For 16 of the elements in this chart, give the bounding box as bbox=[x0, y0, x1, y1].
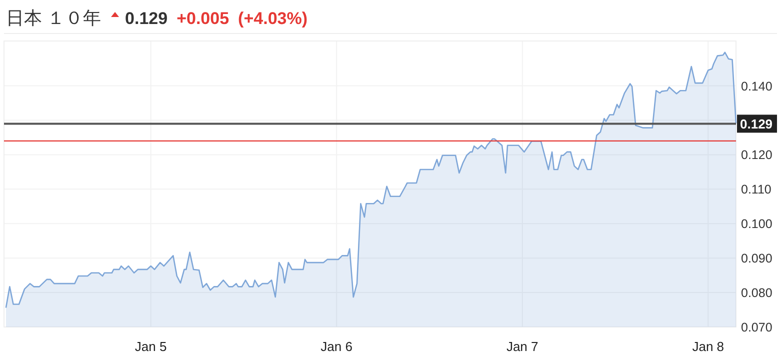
text: 0.129 bbox=[125, 9, 168, 28]
chart-title: 日本 １０年 bbox=[6, 8, 102, 28]
y-tick-label: 0.070 bbox=[741, 320, 772, 334]
y-tick-label: 0.080 bbox=[741, 286, 772, 300]
y-tick-label: 0.100 bbox=[741, 217, 772, 232]
text: (+4.03%) bbox=[238, 9, 308, 28]
y-tick-label: 0.120 bbox=[741, 148, 772, 162]
text: +0.005 bbox=[176, 9, 230, 28]
x-tick-label: Jan 5 bbox=[134, 339, 167, 354]
ref-line-label: 0.129 bbox=[740, 116, 773, 132]
x-tick-label: Jan 8 bbox=[692, 339, 724, 354]
x-tick-label: Jan 7 bbox=[506, 339, 538, 354]
x-tick-label: Jan 6 bbox=[320, 339, 352, 354]
y-tick-label: 0.110 bbox=[741, 182, 772, 197]
y-tick-label: 0.090 bbox=[741, 252, 772, 266]
y-tick-label: 0.140 bbox=[741, 79, 772, 94]
